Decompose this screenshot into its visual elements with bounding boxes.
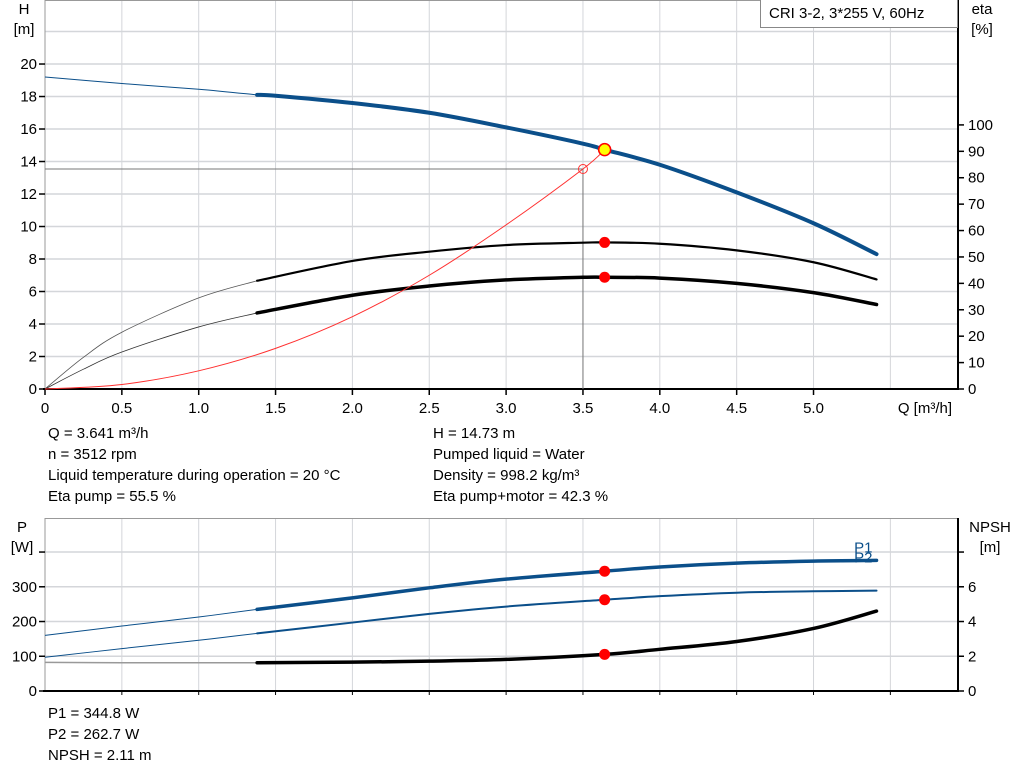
reference-point-marker [577, 163, 588, 174]
y-tick-label: 100 [12, 648, 37, 665]
duty-point-eta-pump-motor [599, 271, 611, 283]
pump-model-legend: CRI 3-2, 3*255 V, 60Hz [760, 0, 958, 28]
info-liquid-temp: Liquid temperature during operation = 20… [48, 467, 341, 484]
y-tick-label: 20 [20, 56, 37, 73]
info-speed: n = 3512 rpm [48, 446, 137, 463]
info-head: H = 14.73 m [433, 425, 516, 442]
y2-axis-label: eta [972, 1, 994, 18]
y2-tick-label: 0 [968, 683, 976, 700]
y-tick-label: 10 [20, 219, 37, 236]
x-tick-label: 0 [41, 400, 49, 417]
y-axis-label: [m] [14, 21, 35, 38]
y-axis-label: H [19, 1, 30, 18]
info-flow: Q = 3.641 m³/h [48, 425, 149, 442]
y-axis-label: [W] [11, 539, 34, 556]
series-label-P1: P1 [854, 539, 872, 556]
series-label-P2: P2 [854, 550, 872, 567]
curve-H-extended [44, 76, 258, 96]
info-left: Q = 3.641 m³/h n = 3512 rpm Liquid tempe… [48, 423, 340, 507]
y-tick-label: 12 [20, 186, 37, 203]
y-tick-label: 16 [20, 121, 37, 138]
x-tick-label: 2.0 [342, 400, 363, 417]
curve-eta_pump_motor-extended [44, 312, 258, 390]
duty-point-eta-pump [599, 236, 611, 248]
y2-axis-label: NPSH [969, 519, 1011, 536]
y-tick-label: 6 [29, 284, 37, 301]
duty-point-npsh [599, 648, 611, 660]
curve-eta_pump_motor [255, 275, 879, 315]
y-tick-label: 0 [29, 683, 37, 700]
x-axis-label: Q [m³/h] [898, 400, 952, 417]
y-tick-label: 14 [20, 154, 37, 171]
info-p2: P2 = 262.7 W [48, 726, 140, 743]
x-tick-label: 2.5 [419, 400, 440, 417]
curve-NPSH [255, 609, 879, 665]
y2-tick-label: 100 [968, 117, 993, 134]
curve-P1-extended [44, 608, 258, 636]
curve-P1 [255, 558, 879, 612]
x-tick-label: 1.0 [188, 400, 209, 417]
y2-tick-label: 4 [968, 614, 976, 631]
x-tick-label: 5.0 [803, 400, 824, 417]
info-right: H = 14.73 m Pumped liquid = Water Densit… [433, 423, 608, 507]
y2-tick-label: 2 [968, 648, 976, 665]
y-tick-label: 300 [12, 579, 37, 596]
y-tick-label: 200 [12, 614, 37, 631]
duty-point-p2 [599, 594, 611, 606]
y2-tick-label: 30 [968, 302, 985, 319]
y-tick-label: 2 [29, 349, 37, 366]
y2-axis-label: [m] [980, 539, 1001, 556]
curve-eta_pump [256, 241, 878, 282]
x-tick-label: 4.5 [726, 400, 747, 417]
info-density: Density = 998.2 kg/m³ [433, 467, 580, 484]
y2-tick-label: 60 [968, 223, 985, 240]
head-efficiency-plot: 0 2 4 6 8 10 12 14 16 18 20 0 10 20 30 40 50 60 70 80 90 100 0… [14, 0, 994, 417]
x-tick-label: 0.5 [111, 400, 132, 417]
curve-P2 [256, 589, 878, 635]
y-tick-label: 18 [20, 89, 37, 106]
y2-tick-label: 6 [968, 579, 976, 596]
x-tick-label: 4.0 [649, 400, 670, 417]
y-tick-label: 8 [29, 251, 37, 268]
y2-tick-label: 20 [968, 328, 985, 345]
y2-tick-label: 90 [968, 143, 985, 160]
info-p1: P1 = 344.8 W [48, 705, 140, 722]
y2-tick-label: 40 [968, 275, 985, 292]
duty-point-head [597, 142, 612, 157]
curve-H [255, 92, 879, 257]
x-tick-label: 1.5 [265, 400, 286, 417]
info-eta-pump: Eta pump = 55.5 % [48, 488, 176, 505]
y-tick-label: 0 [29, 381, 37, 398]
duty-point-p1 [599, 565, 611, 577]
y2-tick-label: 50 [968, 249, 985, 266]
curve-P2-extended [44, 632, 258, 658]
info-eta-pump-motor: Eta pump+motor = 42.3 % [433, 488, 609, 505]
y-tick-label: 4 [29, 316, 37, 333]
y2-tick-label: 0 [968, 381, 976, 398]
y2-tick-label: 70 [968, 196, 985, 213]
curve-system_curve [44, 149, 605, 390]
y2-tick-label: 80 [968, 170, 985, 187]
y2-axis-label: [%] [971, 21, 993, 38]
curve-eta_pump-extended [44, 280, 258, 390]
x-tick-label: 3.5 [573, 400, 594, 417]
info-bottom: P1 = 344.8 W P2 = 262.7 W NPSH = 2.11 m [48, 703, 152, 766]
x-tick-label: 3.0 [496, 400, 517, 417]
info-pumped-liquid: Pumped liquid = Water [433, 446, 585, 463]
y2-tick-label: 10 [968, 355, 985, 372]
info-npsh: NPSH = 2.11 m [48, 747, 152, 764]
y-axis-label: P [17, 519, 27, 536]
